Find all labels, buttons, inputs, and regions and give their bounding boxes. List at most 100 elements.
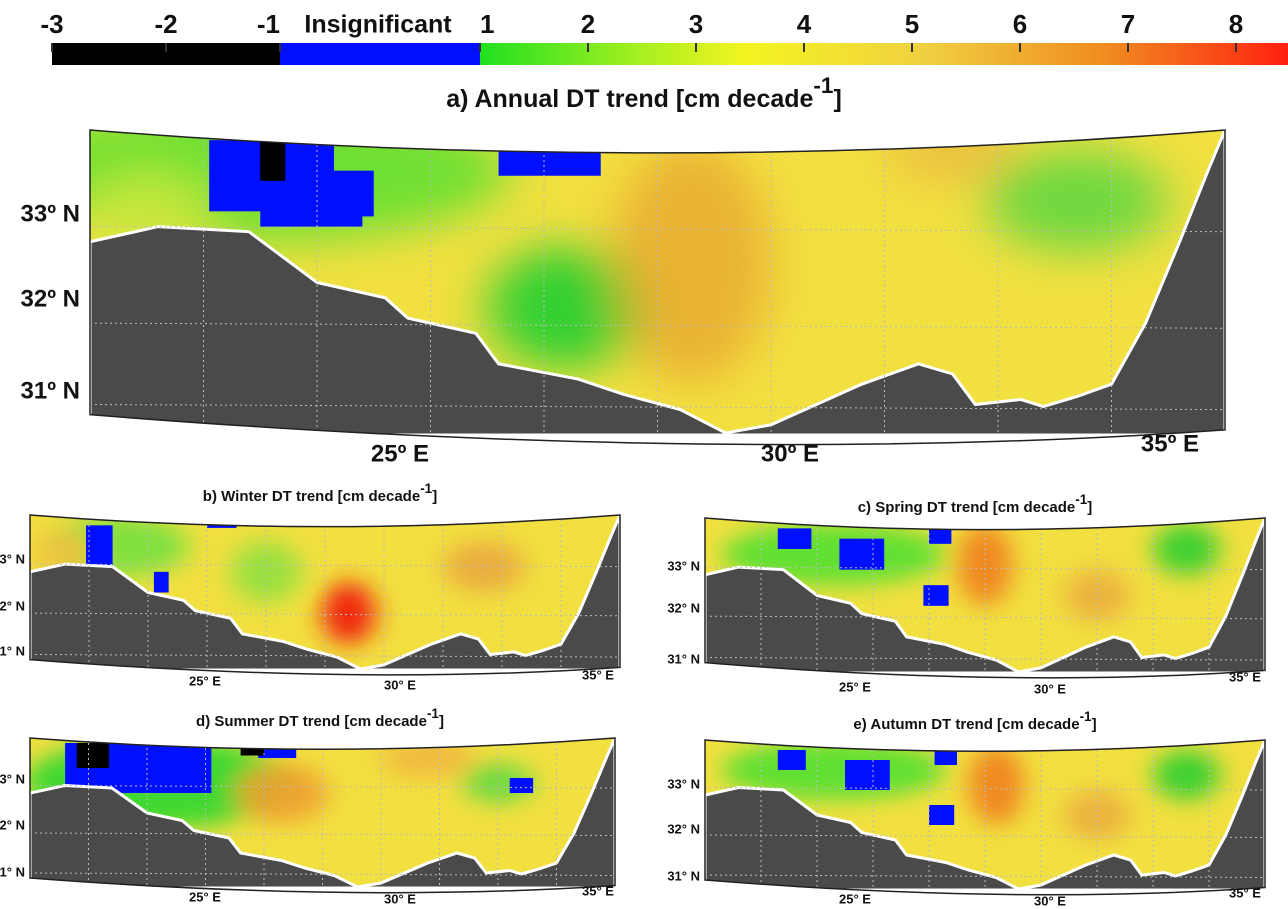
title-superscript: -1: [1080, 709, 1092, 724]
land: [705, 740, 1266, 890]
grid-line: [705, 567, 1265, 570]
colorbar-tick-label: 3: [689, 9, 703, 39]
lat-label: 31° N: [667, 651, 700, 666]
grid-line: [30, 655, 620, 658]
grid-line: [705, 835, 1265, 838]
colorbar-tick-label: 1: [480, 9, 494, 39]
lat-label: 31º N: [21, 377, 80, 404]
lon-label: 25° E: [839, 891, 871, 906]
panel-title: c) Spring DT trend [cm decade-1]: [858, 492, 1093, 516]
trend-blob: [884, 130, 1021, 181]
map-content: [705, 740, 1266, 890]
trend-patch: [207, 520, 237, 528]
lon-label: 30° E: [1034, 681, 1066, 696]
trend-blob: [234, 763, 329, 823]
grid-line: [30, 564, 620, 567]
trend-blob: [443, 540, 526, 593]
panel-title: d) Summer DT trend [cm decade-1]: [196, 706, 444, 730]
grid-line: [90, 227, 1225, 232]
colorbar-tick-label: -3: [40, 9, 63, 39]
trend-patch: [777, 750, 806, 770]
trend-blob: [487, 246, 647, 369]
title-text: e) Autumn DT trend [cm decade: [853, 716, 1079, 733]
trend-patch: [153, 571, 169, 593]
land: [30, 738, 615, 888]
trend-blob: [1153, 750, 1221, 800]
lon-label: 30° E: [384, 677, 416, 692]
trend-patch: [509, 778, 534, 793]
lat-label: 33° N: [0, 551, 25, 566]
title-end: ]: [1087, 499, 1092, 516]
trend-blob: [381, 738, 475, 778]
lat-label: 33° N: [667, 776, 700, 791]
lat-label: 32° N: [0, 817, 25, 832]
lat-label: 31° N: [0, 864, 25, 879]
map-panel: [11, 100, 1225, 445]
grid-line: [705, 616, 1265, 619]
panel-title: b) Winter DT trend [cm decade-1]: [203, 481, 437, 505]
colorbar-tick-label: 8: [1229, 9, 1243, 39]
grid-line: [30, 613, 620, 616]
map-panel: [705, 740, 1265, 895]
land: [30, 515, 621, 670]
trend-patch: [929, 528, 952, 544]
trend-blob: [1063, 569, 1131, 622]
title-end: ]: [833, 85, 841, 113]
colorbar-tick-label: -2: [154, 9, 177, 39]
map-panel: [705, 518, 1265, 678]
trend-patch: [538, 135, 590, 146]
trend-patch: [498, 135, 601, 176]
trend-blob: [1153, 523, 1221, 575]
title-text: d) Summer DT trend [cm decade: [196, 713, 427, 730]
lat-label: 32° N: [0, 598, 25, 613]
trend-patch: [777, 528, 812, 549]
trend-blob: [986, 150, 1169, 252]
lat-label: 33° N: [0, 771, 25, 786]
trend-patch: [934, 750, 957, 765]
trend-patch: [845, 760, 890, 790]
trend-patch: [86, 525, 113, 567]
map-frame: [705, 518, 1265, 678]
title-text: b) Winter DT trend [cm decade: [203, 488, 420, 505]
lon-label: 25° E: [839, 679, 871, 694]
lon-label: 35° E: [1229, 669, 1261, 684]
lat-label: 32° N: [667, 821, 700, 836]
lat-label: 33º N: [21, 200, 80, 227]
title-superscript: -1: [1075, 492, 1087, 507]
grid-line: [90, 405, 1225, 410]
grid-line: [705, 875, 1265, 878]
map-content: [705, 518, 1266, 673]
grid-line: [705, 788, 1265, 791]
map-panel: [24, 738, 615, 893]
land: [90, 130, 1225, 435]
trend-patch: [328, 170, 374, 217]
lon-label: 35° E: [582, 883, 614, 898]
colorbar-tick-label: 2: [581, 9, 595, 39]
trend-patch: [260, 140, 286, 181]
map-content: [90, 130, 1225, 436]
title-end: ]: [432, 488, 437, 505]
map-content: [30, 738, 615, 888]
map-panel: [30, 515, 620, 675]
colorbar-insignificant: [280, 43, 480, 65]
lon-label: 25º E: [371, 440, 429, 467]
trend-patch: [240, 748, 264, 756]
map-content: [30, 515, 621, 670]
colorbar-middle-label: Insignificant: [304, 11, 452, 39]
title-superscript: -1: [427, 706, 439, 721]
lon-label: 30° E: [384, 891, 416, 906]
trend-patch: [923, 585, 949, 606]
lon-label: 35° E: [1229, 885, 1261, 900]
colorbar-tick-label: 4: [797, 9, 812, 39]
lat-label: 32º N: [21, 285, 80, 312]
lon-label: 30º E: [761, 440, 819, 467]
grid-line: [705, 658, 1265, 661]
colorbar-gradient: [480, 43, 1288, 65]
trend-patch: [929, 805, 955, 825]
title-superscript: -1: [420, 481, 432, 496]
lon-label: 35º E: [1141, 430, 1199, 457]
colorbar-negative: [52, 43, 280, 65]
lon-label: 30° E: [1034, 893, 1066, 908]
lat-label: 33° N: [667, 558, 700, 573]
